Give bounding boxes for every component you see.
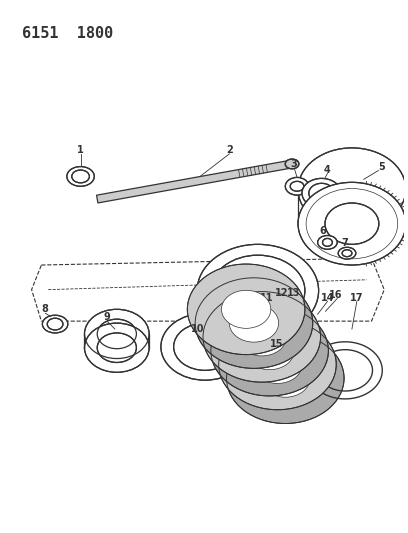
Text: 10: 10 <box>191 324 205 334</box>
Ellipse shape <box>298 148 406 231</box>
Ellipse shape <box>47 318 63 330</box>
Ellipse shape <box>174 323 236 370</box>
Ellipse shape <box>219 319 336 410</box>
Ellipse shape <box>325 203 379 244</box>
Ellipse shape <box>261 359 310 397</box>
Text: 6151  1800: 6151 1800 <box>22 26 113 41</box>
Ellipse shape <box>84 309 149 359</box>
Text: 11: 11 <box>260 293 273 303</box>
Ellipse shape <box>222 290 271 328</box>
Ellipse shape <box>84 323 149 373</box>
Ellipse shape <box>229 304 279 342</box>
Text: 16: 16 <box>328 289 342 300</box>
Ellipse shape <box>211 305 328 396</box>
Ellipse shape <box>338 247 356 259</box>
Ellipse shape <box>97 333 136 362</box>
Ellipse shape <box>298 182 406 265</box>
Ellipse shape <box>161 313 249 380</box>
Ellipse shape <box>285 159 299 169</box>
Ellipse shape <box>67 167 94 186</box>
Ellipse shape <box>245 332 294 370</box>
Ellipse shape <box>226 333 344 424</box>
Ellipse shape <box>72 170 89 183</box>
Text: 7: 7 <box>341 238 348 248</box>
Text: 2: 2 <box>226 145 233 155</box>
Text: 4: 4 <box>324 165 331 174</box>
Ellipse shape <box>197 244 319 337</box>
Polygon shape <box>97 161 289 203</box>
Text: 15: 15 <box>270 339 283 349</box>
Ellipse shape <box>253 345 302 383</box>
Ellipse shape <box>203 292 321 382</box>
Ellipse shape <box>195 278 313 368</box>
Ellipse shape <box>323 238 333 246</box>
Text: 14: 14 <box>321 293 334 303</box>
Ellipse shape <box>318 236 337 249</box>
Text: 5: 5 <box>378 161 385 172</box>
Text: 17: 17 <box>350 293 364 303</box>
Ellipse shape <box>237 318 286 356</box>
Ellipse shape <box>187 264 305 354</box>
Text: 9: 9 <box>104 312 111 322</box>
Ellipse shape <box>342 250 352 257</box>
Ellipse shape <box>309 183 334 203</box>
Ellipse shape <box>302 179 341 208</box>
Text: 3: 3 <box>291 159 297 168</box>
Text: 1: 1 <box>77 145 84 155</box>
Ellipse shape <box>285 177 309 195</box>
Ellipse shape <box>97 319 136 349</box>
Text: 13: 13 <box>287 288 301 297</box>
Text: 8: 8 <box>42 304 49 314</box>
Text: 12: 12 <box>275 288 288 297</box>
Text: 6: 6 <box>319 225 326 236</box>
Ellipse shape <box>42 315 68 333</box>
Ellipse shape <box>290 181 304 191</box>
Ellipse shape <box>211 255 305 326</box>
